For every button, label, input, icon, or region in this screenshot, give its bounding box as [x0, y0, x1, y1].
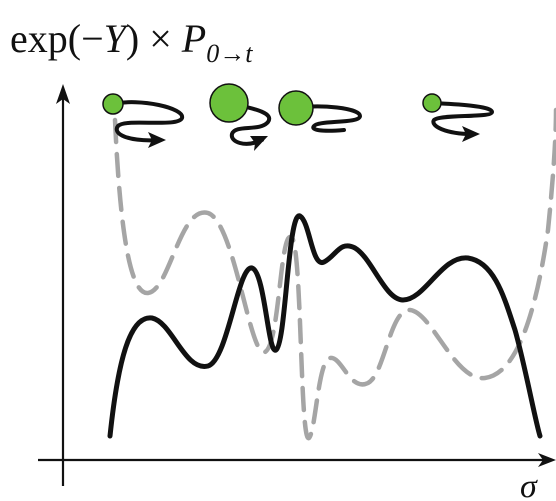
title: exp(−Y) × P0→t	[10, 16, 253, 68]
ball	[279, 91, 313, 125]
x-axis-label: σ	[520, 468, 538, 501]
solid-curve	[110, 216, 540, 436]
spiral-arrow	[432, 103, 492, 134]
ball	[423, 94, 441, 112]
ball	[103, 94, 123, 114]
ball	[210, 84, 248, 122]
particle-3	[279, 91, 360, 131]
title-part: P	[181, 16, 206, 61]
spiral-arrow	[113, 102, 182, 140]
title-subscript: 0→t	[206, 39, 253, 68]
title-part: ) ×	[126, 16, 182, 61]
diagram: exp(−Y) × P0→t σ	[0, 0, 556, 501]
title-part: exp(−	[10, 16, 104, 61]
particle-4	[423, 94, 492, 142]
particle-2	[210, 84, 269, 151]
